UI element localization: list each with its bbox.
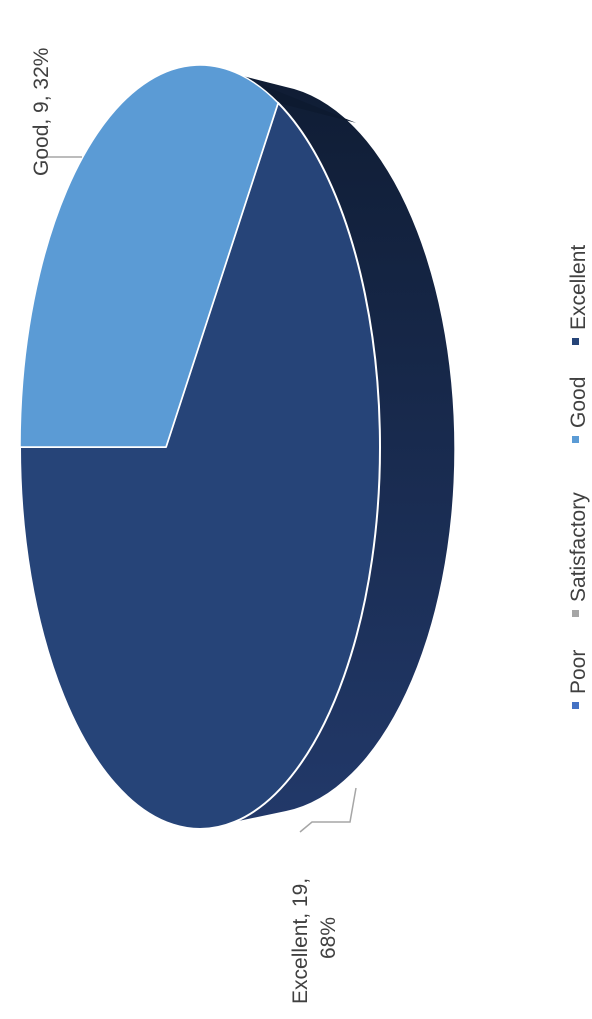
legend-item-poor: Poor: [567, 650, 590, 709]
legend-item-satisfactory: Satisfactory: [567, 492, 590, 617]
pie-slice-good: [19, 64, 279, 448]
legend-swatch: [572, 702, 579, 709]
legend-label: Poor: [567, 650, 590, 694]
legend-item-excellent: Excellent: [567, 245, 590, 345]
legend-label: Excellent: [567, 245, 590, 330]
legend-label: Good: [567, 377, 590, 428]
legend-item-good: Good: [567, 377, 590, 443]
data-label-excellent: Excellent, 19, 68%: [289, 872, 340, 1004]
pie-slice-excellent: [19, 101, 381, 830]
legend-label: Satisfactory: [567, 492, 590, 602]
legend-swatch: [572, 610, 579, 617]
legend-swatch: [572, 436, 579, 443]
chart-legend: Poor Satisfactory Good Excellent: [567, 245, 590, 709]
legend-swatch: [572, 338, 579, 345]
pie-side-excellent: [200, 65, 455, 829]
data-label-good: Good, 9, 32%: [30, 48, 53, 176]
pie-side-excellent-edge: [262, 85, 357, 123]
leader-line-excellent: [299, 787, 357, 833]
